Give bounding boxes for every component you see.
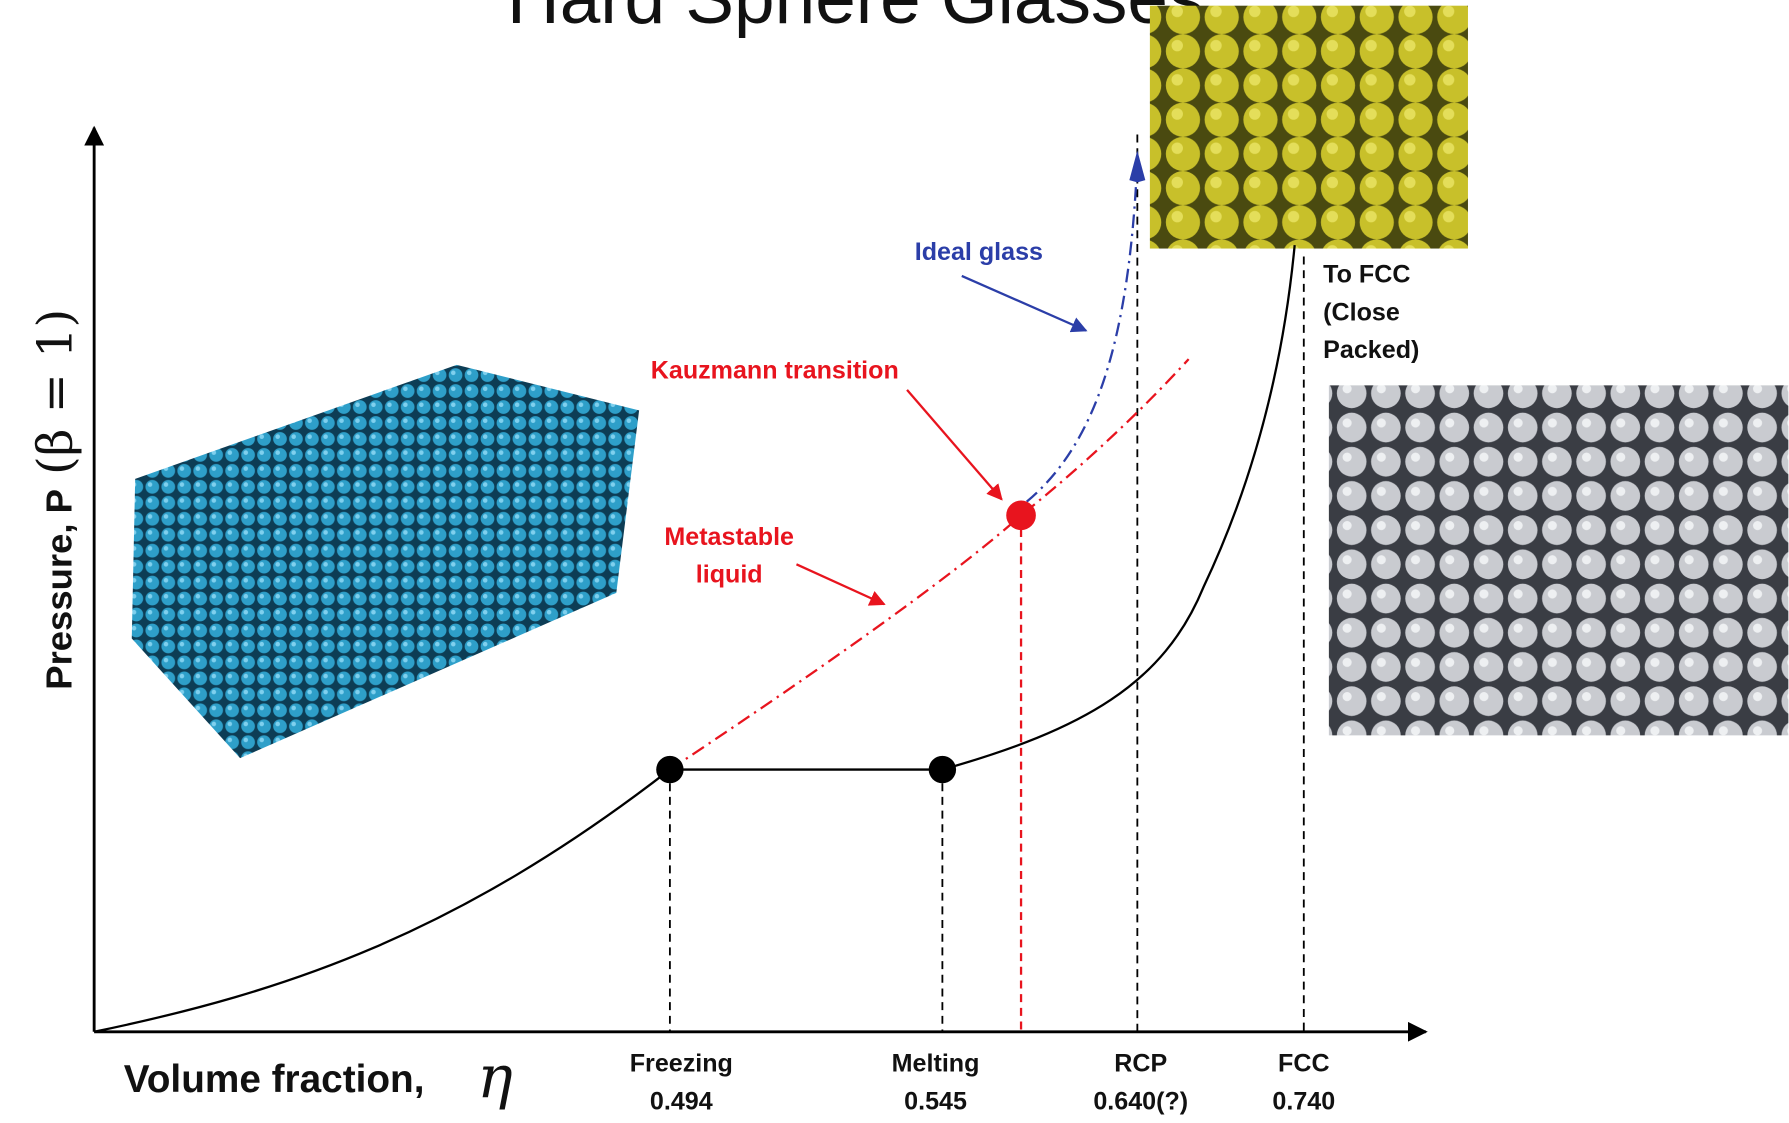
equation-of-state-curve [93, 245, 1296, 1033]
marker-name: RCP [1114, 1050, 1167, 1078]
to-fcc-label: To FCC [1323, 261, 1410, 289]
marker-name: Melting [892, 1050, 980, 1078]
marker-name: Freezing [630, 1050, 733, 1078]
marker-value: 0.494 [650, 1087, 713, 1115]
tennis-balls-image [1149, 5, 1468, 249]
freezing-point [656, 755, 684, 784]
x-axis-symbol: η [477, 1042, 513, 1111]
metastable-label: Metastable [664, 523, 794, 551]
kauzmann-pointer [906, 389, 1003, 501]
kauzmann-label: Kauzmann transition [651, 357, 899, 385]
marker-name: FCC [1278, 1050, 1330, 1078]
ideal-glass-branch [1026, 159, 1139, 503]
to-fcc-label: Packed) [1323, 336, 1419, 364]
sphere-packing-image [131, 364, 640, 759]
ideal-glass-arrowhead [1129, 150, 1146, 183]
marker-value: 0.545 [904, 1087, 967, 1115]
y-axis-label: Pressure, P [38, 489, 79, 690]
ideal-glass-label: Ideal glass [915, 238, 1043, 266]
marker-value: 0.640(?) [1093, 1087, 1188, 1115]
marker-value: 0.740 [1272, 1087, 1335, 1115]
metastable-pointer [795, 563, 886, 606]
melting-point [928, 755, 957, 784]
x-axis-label: Volume fraction, [124, 1058, 425, 1101]
reference-lines [668, 134, 1305, 1032]
metastable-label: liquid [696, 561, 763, 589]
kauzmann-point [1006, 500, 1036, 531]
y-axis-title: Pressure, P (β = 1) [28, 309, 83, 690]
golf-balls-image [1328, 385, 1789, 736]
ideal-glass-pointer [961, 274, 1088, 333]
to-fcc-label: (Close [1323, 298, 1400, 326]
title: Hard Sphere Glasses [507, 0, 1204, 39]
metastable-branch [669, 358, 1190, 771]
y-axis-symbol: (β = 1) [28, 309, 83, 475]
